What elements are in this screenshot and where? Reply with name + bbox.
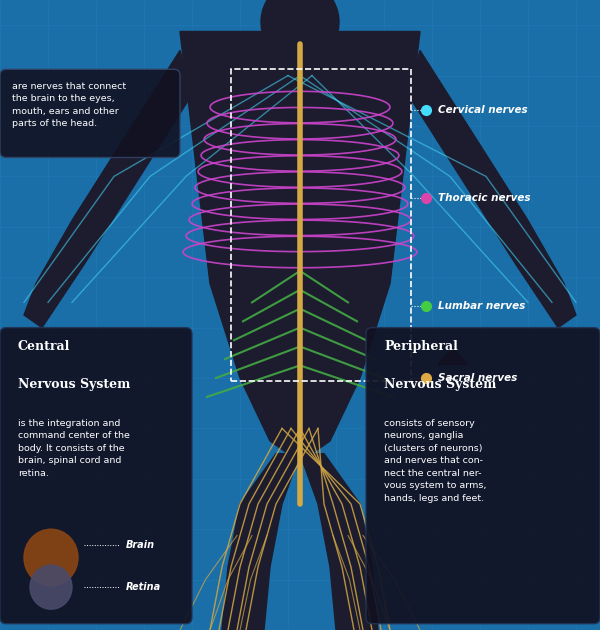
Polygon shape [180,32,420,454]
Text: is the integration and
command center of the
body. It consists of the
brain, spi: is the integration and command center of… [18,419,130,478]
Text: Nervous System: Nervous System [384,378,496,391]
Text: Peripheral: Peripheral [384,340,458,353]
Polygon shape [438,348,468,364]
Text: Thoracic nerves: Thoracic nerves [438,193,530,203]
Text: Cervical nerves: Cervical nerves [438,105,527,115]
Circle shape [30,565,72,609]
Circle shape [261,0,339,63]
Text: are nerves that connect
the brain to the eyes,
mouth, ears and other
parts of th: are nerves that connect the brain to the… [12,82,126,129]
Text: consists of sensory
neurons, ganglia
(clusters of neurons)
and nerves that con-
: consists of sensory neurons, ganglia (cl… [384,419,487,503]
FancyBboxPatch shape [0,69,180,158]
Polygon shape [24,50,192,328]
Text: Retina: Retina [126,582,161,592]
Polygon shape [408,50,576,328]
Polygon shape [300,454,378,630]
Circle shape [24,529,78,586]
Text: Sacral nerves: Sacral nerves [438,373,517,383]
Text: Lumbar nerves: Lumbar nerves [438,301,525,311]
Text: Central: Central [18,340,70,353]
FancyBboxPatch shape [0,328,192,624]
Polygon shape [222,454,300,630]
FancyBboxPatch shape [366,328,600,624]
Text: Nervous System: Nervous System [18,378,130,391]
Text: Brain: Brain [126,540,155,550]
